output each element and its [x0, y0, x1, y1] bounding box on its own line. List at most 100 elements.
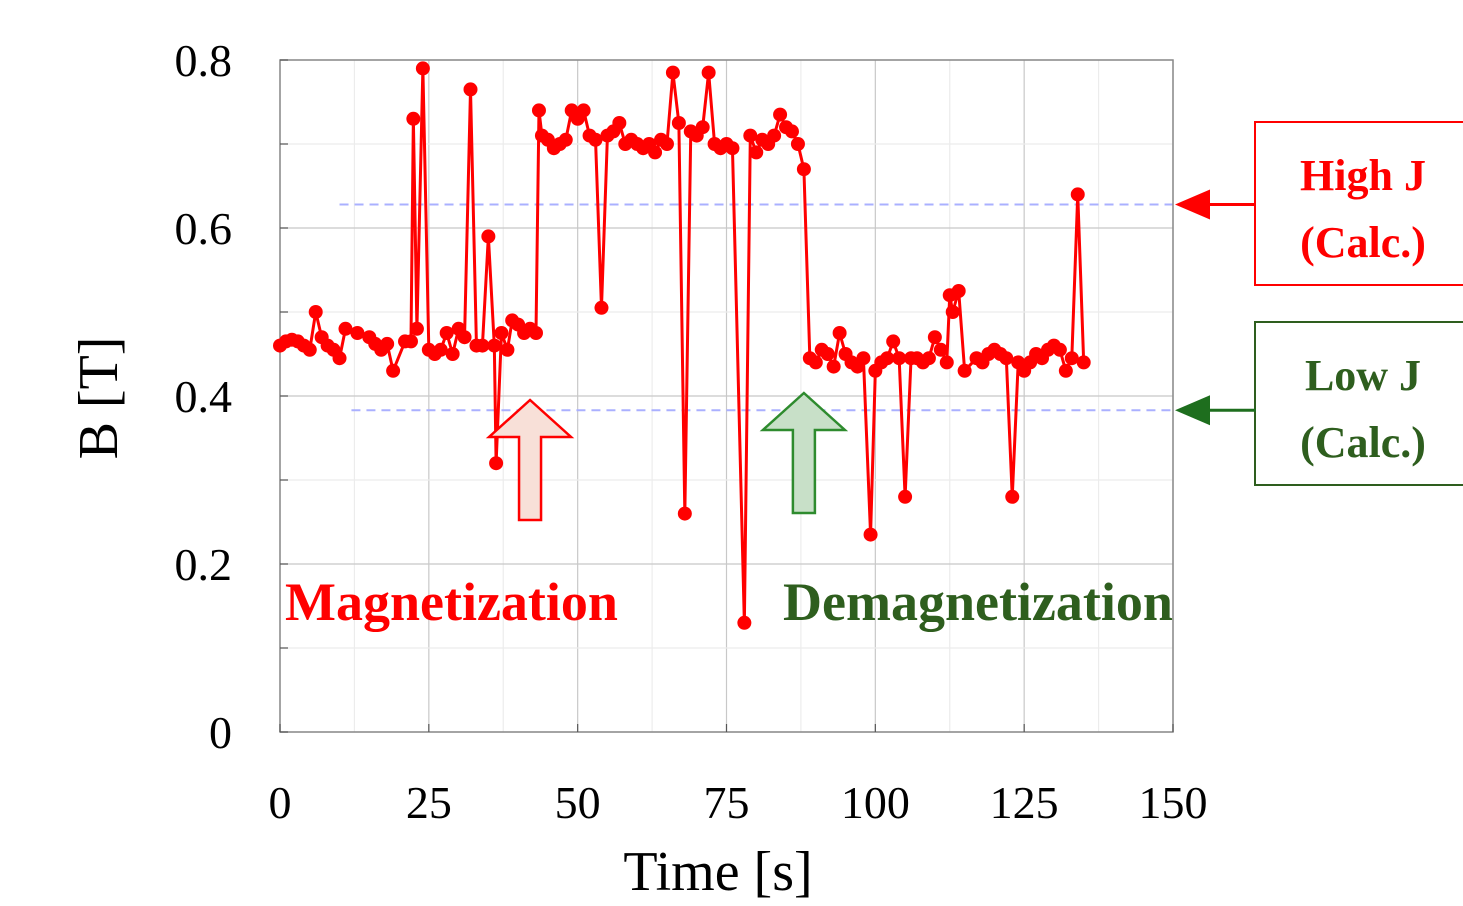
side-label-box	[1254, 121, 1463, 286]
data-point	[406, 111, 421, 126]
data-point	[481, 229, 496, 244]
data-point	[350, 326, 365, 340]
magnetization-label: Magnetization	[285, 572, 618, 632]
data-point	[409, 321, 424, 336]
x-tick-label: 125	[990, 777, 1059, 828]
data-point	[1052, 342, 1067, 357]
reference-lines	[339, 203, 1173, 412]
x-tick-label: 0	[269, 777, 292, 828]
x-tick-label: 50	[555, 777, 601, 828]
data-point	[380, 336, 395, 351]
data-point	[951, 284, 966, 298]
data-point	[886, 334, 901, 349]
side-label-line2: (Calc.)	[1300, 218, 1426, 267]
data-point	[665, 65, 680, 80]
side-label-line1: Low J	[1305, 351, 1421, 400]
data-point	[1058, 363, 1073, 378]
data-point	[725, 141, 740, 156]
data-point	[677, 506, 692, 521]
x-tick-label: 150	[1139, 777, 1208, 828]
data-point	[671, 116, 686, 130]
data-point	[415, 61, 430, 76]
side-label-box	[1254, 321, 1463, 486]
data-point	[308, 305, 323, 319]
data-point	[439, 326, 454, 340]
data-point	[403, 334, 418, 349]
side-label-arrowhead	[1175, 189, 1210, 220]
data-point	[487, 338, 502, 353]
data-point	[1076, 355, 1091, 370]
data-point	[808, 355, 823, 370]
data-point	[338, 321, 353, 336]
data-point	[558, 132, 573, 147]
x-tick-label: 100	[841, 777, 910, 828]
y-tick-label: 0	[209, 707, 232, 758]
data-point	[386, 363, 401, 378]
tick-labels: 0 25 50 75 100 125 150 0 0.2 0.4 0.6 0.8	[175, 35, 1208, 828]
data-point	[576, 103, 591, 118]
data-series	[273, 61, 1091, 630]
data-point	[826, 359, 841, 374]
data-point	[531, 103, 546, 118]
data-point	[790, 137, 805, 151]
magnetization-arrow	[485, 398, 575, 522]
data-point	[475, 338, 490, 353]
data-point	[463, 82, 478, 97]
demagnetization-arrow	[759, 391, 849, 515]
data-point	[796, 162, 811, 177]
side-label-line2: (Calc.)	[1300, 418, 1426, 467]
y-tick-label: 0.2	[175, 539, 233, 590]
data-point	[927, 330, 942, 345]
demagnetization-label: Demagnetization	[783, 572, 1173, 632]
data-point	[939, 355, 954, 370]
data-point	[500, 342, 515, 357]
data-point	[999, 351, 1014, 366]
data-point	[856, 351, 871, 366]
x-tick-label: 75	[704, 777, 750, 828]
data-point	[494, 326, 509, 340]
data-point	[743, 128, 758, 143]
data-point	[332, 351, 347, 366]
y-tick-label: 0.6	[175, 203, 233, 254]
data-point	[957, 363, 972, 378]
data-point	[767, 128, 782, 143]
data-point	[433, 342, 448, 357]
x-tick-label: 25	[406, 777, 452, 828]
data-point	[892, 351, 907, 366]
data-point	[1064, 351, 1079, 366]
data-point	[445, 347, 460, 361]
data-point	[749, 145, 764, 160]
data-point	[933, 342, 948, 357]
data-point	[588, 132, 603, 147]
y-axis-title: B [T]	[68, 337, 130, 460]
data-point	[945, 305, 960, 319]
data-point	[302, 342, 317, 357]
data-point	[773, 107, 788, 122]
annotations: Magnetization Demagnetization High J (Calc.…	[285, 121, 1463, 632]
data-point	[659, 137, 674, 151]
data-point	[594, 300, 609, 315]
data-point	[648, 145, 663, 160]
data-point	[489, 456, 504, 471]
data-point	[832, 326, 847, 340]
data-point	[528, 326, 543, 340]
data-point	[612, 116, 627, 130]
data-point	[784, 124, 799, 139]
data-point	[1070, 187, 1085, 202]
side-label-arrowhead	[1175, 395, 1210, 426]
data-point	[921, 351, 936, 366]
x-axis-title: Time [s]	[623, 841, 812, 901]
data-point	[880, 351, 895, 366]
data-point	[737, 615, 752, 630]
data-point	[863, 527, 878, 542]
data-point	[1005, 489, 1020, 504]
data-point	[457, 330, 472, 345]
data-point	[701, 65, 716, 80]
plot-frame	[279, 59, 1174, 733]
data-point	[898, 489, 913, 504]
data-point	[695, 120, 710, 135]
data-point	[820, 347, 835, 361]
side-label-line1: High J	[1300, 151, 1426, 200]
